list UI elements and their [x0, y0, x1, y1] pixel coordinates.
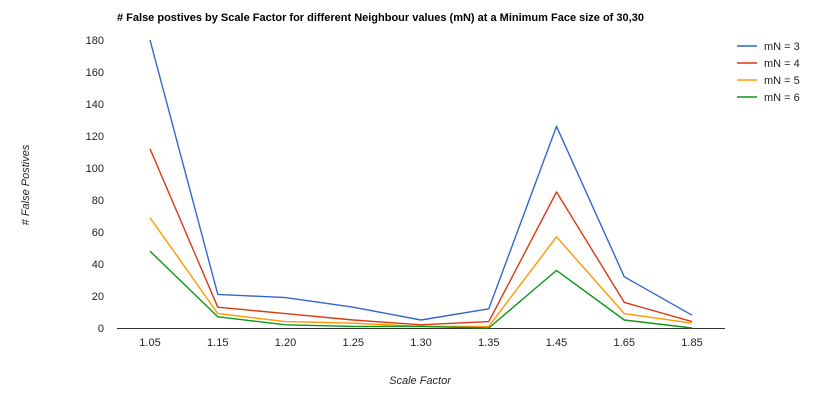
legend-label: mN = 4 — [764, 58, 800, 70]
y-tick-label: 120 — [86, 131, 104, 143]
x-tick-label: 1.30 — [410, 337, 431, 349]
x-tick-label: 1.65 — [614, 337, 635, 349]
x-axis-ticks: 1.05 1.15 1.20 1.25 1.30 1.35 1.45 1.65 1.85 — [139, 337, 702, 349]
y-tick-label: 100 — [86, 163, 104, 175]
x-tick-label: 1.15 — [207, 337, 228, 349]
y-tick-label: 160 — [86, 67, 104, 79]
y-tick-label: 40 — [92, 259, 104, 271]
y-tick-label: 20 — [92, 291, 104, 303]
y-tick-label: 80 — [92, 195, 104, 207]
x-tick-label: 1.25 — [343, 337, 364, 349]
x-tick-label: 1.35 — [478, 337, 499, 349]
series-line-mn-6 — [149, 250, 693, 329]
y-tick-label: 0 — [98, 323, 104, 335]
legend-label: mN = 3 — [764, 41, 800, 53]
legend: mN = 3 mN = 4 mN = 5 mN = 6 — [737, 41, 800, 104]
series-line-mn-3 — [149, 39, 693, 321]
chart-title: # False postives by Scale Factor for dif… — [117, 12, 644, 24]
series-lines — [149, 39, 693, 329]
y-tick-label: 180 — [86, 35, 104, 47]
x-axis-title: Scale Factor — [389, 375, 452, 387]
y-axis-title: # False Postives — [20, 144, 32, 225]
x-tick-label: 1.45 — [546, 337, 567, 349]
y-tick-label: 60 — [92, 227, 104, 239]
x-tick-label: 1.05 — [139, 337, 160, 349]
x-tick-label: 1.85 — [681, 337, 702, 349]
y-tick-label: 140 — [86, 99, 104, 111]
legend-label: mN = 5 — [764, 75, 800, 87]
y-axis-ticks: 0 20 40 60 80 100 120 140 160 180 — [86, 35, 104, 335]
series-line-mn-4 — [149, 148, 693, 326]
legend-label: mN = 6 — [764, 92, 800, 104]
x-tick-label: 1.20 — [275, 337, 296, 349]
